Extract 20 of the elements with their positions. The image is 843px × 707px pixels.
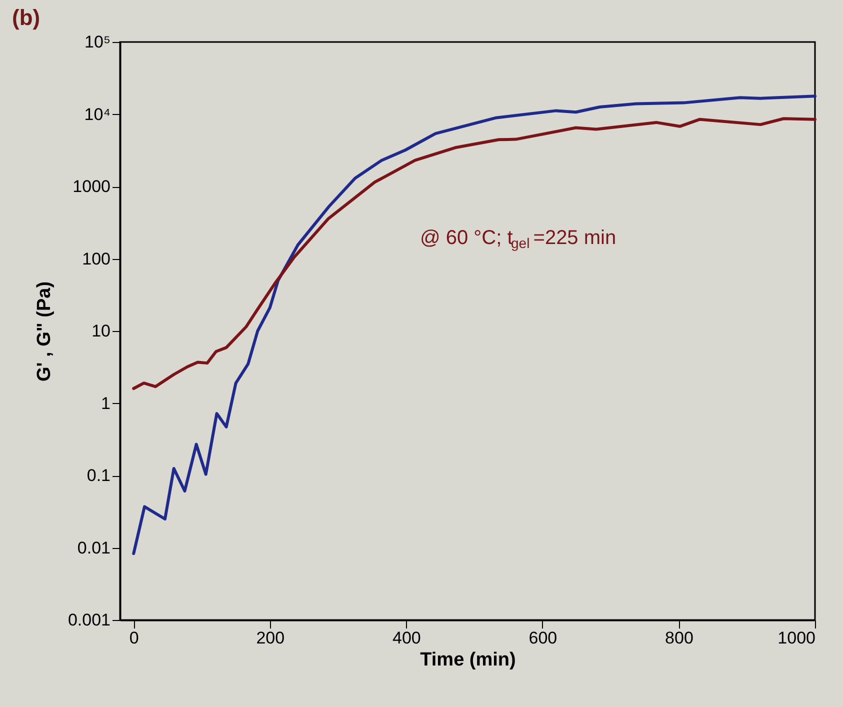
y-tick-label: 10⁵	[84, 32, 110, 52]
x-tick-label: 400	[392, 628, 421, 648]
line-series	[132, 117, 816, 390]
y-tick-label: 0.1	[86, 466, 110, 485]
line-series	[132, 94, 816, 556]
y-tick-label: 1	[101, 394, 110, 413]
x-axis-title: Time (min)	[420, 650, 516, 670]
y-tick-label: 10⁴	[84, 104, 110, 124]
y-tick-label: 0.01	[77, 538, 110, 558]
y-tick-label: 0.001	[68, 610, 110, 630]
x-tick-label: 600	[528, 628, 558, 648]
chart-title: (b)	[12, 5, 40, 30]
y-axis-title: G' , G" (Pa)	[34, 281, 55, 382]
x-tick-label: 0	[129, 628, 139, 648]
x-tick-label: 200	[256, 628, 285, 648]
y-tick-label: 10	[92, 322, 110, 340]
y-tick-label: 1000	[72, 177, 110, 196]
x-tick-label: 800	[665, 628, 694, 648]
y-tick-label: 100	[82, 249, 110, 268]
x-tick-label: 1000	[778, 628, 816, 648]
